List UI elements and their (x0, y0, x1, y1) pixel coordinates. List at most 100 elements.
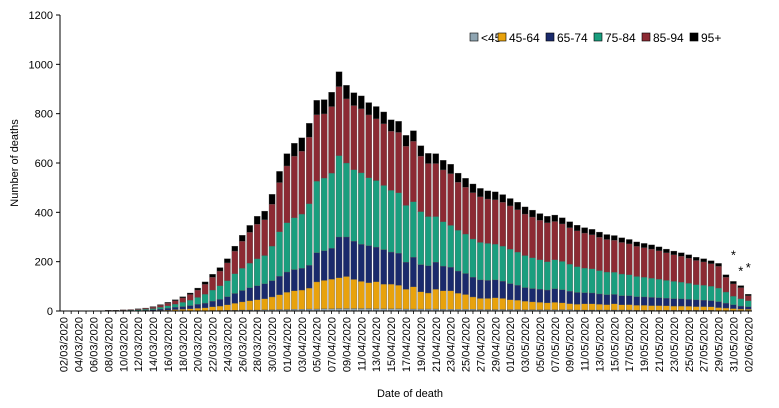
bar-segment (596, 270, 603, 295)
x-tick-label: 17/05/2020 (624, 317, 636, 372)
legend-swatch (689, 32, 699, 42)
bar-segment (291, 269, 298, 291)
bar-segment (172, 303, 179, 308)
bar-segment (722, 277, 730, 293)
bar-segment (536, 302, 544, 310)
bar-segment (559, 302, 566, 310)
x-tick-label: 19/04/2020 (416, 317, 428, 372)
bar-segment (320, 99, 328, 115)
bar-segment (172, 299, 179, 301)
bar-segment (439, 265, 447, 291)
bar-segment (544, 302, 551, 310)
bar-segment (722, 291, 730, 304)
x-tick-label: 31/05/2020 (728, 317, 740, 372)
bar-segment (194, 304, 201, 309)
bar-segment (410, 141, 417, 202)
bar-segment (492, 297, 499, 310)
legend-swatch (469, 32, 479, 42)
bar-segment (417, 291, 425, 310)
bar-segment (313, 281, 320, 310)
bar-segment (611, 240, 618, 273)
bar-segment (387, 190, 395, 253)
bar-segment (566, 227, 573, 265)
bar-segment (335, 86, 343, 156)
bar-segment (692, 299, 700, 307)
bar-segment (551, 259, 559, 289)
bar-segment (395, 285, 402, 309)
bar-segment (425, 292, 432, 310)
bar-segment (544, 289, 551, 304)
bar-segment (678, 252, 685, 257)
bar-segment (380, 123, 387, 186)
x-tick-label: 30/03/2020 (267, 317, 279, 372)
bar-segment (343, 85, 350, 100)
bar-segment (626, 239, 633, 245)
bar-segment (626, 274, 633, 296)
y-axis: 0 200 400 600 800 1000 1200 (29, 10, 61, 318)
bar-segment (551, 221, 559, 260)
x-tick-label: 08/03/2020 (103, 317, 115, 372)
bar-segment (298, 137, 306, 152)
bar-segment (261, 210, 268, 220)
bar-segment (730, 296, 737, 305)
bar-segment (216, 270, 224, 286)
series-5 (105, 86, 752, 311)
bar-segment (685, 258, 692, 284)
bar-segment (306, 265, 313, 289)
y-tick-label: 400 (35, 207, 53, 219)
bar-segment (514, 299, 521, 310)
x-tick-label: 13/05/2020 (594, 317, 606, 372)
bar-segment (335, 277, 343, 309)
bar-segment (551, 214, 559, 222)
bar-segment (380, 283, 387, 309)
x-tick-label: 03/04/2020 (297, 317, 309, 372)
bar-segment (648, 248, 655, 279)
bar-segment (313, 114, 320, 182)
bar-segment (484, 298, 492, 310)
bar-segment (506, 283, 514, 300)
bar-segment (707, 286, 715, 301)
bar-segment (187, 292, 194, 295)
bar-segment (194, 308, 201, 311)
bar-segment (692, 284, 700, 301)
bar-segment (209, 289, 216, 302)
bar-segment (715, 307, 722, 311)
bar-segment (194, 297, 201, 305)
bar-segment (276, 294, 283, 310)
bar-segment (745, 309, 752, 311)
bar-segment (149, 308, 157, 310)
bar-segment (387, 283, 395, 309)
x-tick-label: 21/04/2020 (431, 317, 443, 372)
bar-segment (499, 245, 506, 282)
bar-segment (187, 308, 194, 311)
x-tick-label: 10/03/2020 (118, 317, 130, 372)
bar-segment (164, 305, 172, 309)
bar-segment (566, 303, 573, 310)
bar-segment (730, 304, 737, 309)
y-tick-label: 1000 (29, 59, 53, 71)
bar-segment (685, 254, 692, 259)
x-tick-label: 22/03/2020 (208, 317, 220, 372)
bar-segment (179, 297, 186, 303)
annotation-asterisk: * (731, 247, 736, 262)
bar-segment (737, 287, 745, 299)
bar-segment (454, 230, 462, 272)
bar-segment (544, 261, 551, 291)
bar-segment (469, 192, 477, 240)
bar-segment (261, 298, 268, 310)
bar-segment (678, 281, 685, 300)
x-tick-label: 28/03/2020 (252, 317, 264, 372)
bar-segment (506, 299, 514, 310)
bar-segment (462, 273, 469, 295)
bar-segment (499, 280, 506, 299)
bar-segment (715, 287, 722, 302)
bar-segment (529, 209, 536, 218)
x-tick-label: 26/03/2020 (237, 317, 249, 372)
bar-segment (358, 108, 365, 174)
bar-segment (618, 304, 625, 311)
bar-segment (737, 285, 745, 288)
bar-segment (231, 250, 239, 274)
bar-segment (387, 119, 395, 132)
bar-segment (417, 145, 425, 157)
bar-segment (358, 95, 365, 109)
